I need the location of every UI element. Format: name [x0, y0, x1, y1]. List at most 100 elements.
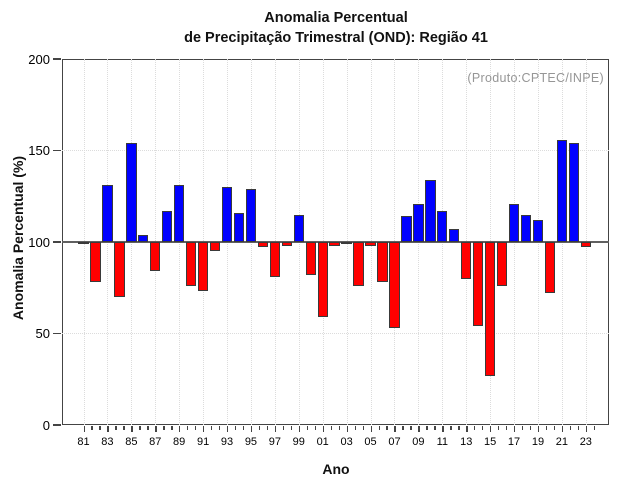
x-tick-minor — [458, 426, 460, 430]
bar-87 — [150, 242, 161, 272]
x-tick-minor — [522, 426, 524, 430]
bar-07 — [389, 242, 400, 328]
x-tick-label-05: 05 — [364, 436, 377, 448]
bar-08 — [401, 216, 412, 242]
x-tick-major-15 — [490, 426, 492, 432]
y-tick-label-200: 200 — [28, 51, 50, 67]
bar-05 — [365, 242, 376, 246]
x-tick-minor — [139, 426, 141, 430]
x-tick-minor — [195, 426, 197, 430]
y-tick-label-50: 50 — [35, 326, 50, 341]
bar-98 — [281, 242, 292, 246]
x-tick-minor — [553, 426, 556, 430]
y-tick-50 — [53, 332, 61, 335]
x-tick-minor — [593, 426, 596, 430]
x-tick-minor — [506, 426, 508, 430]
x-tick-major-83 — [107, 426, 109, 432]
x-tick-minor — [474, 426, 476, 430]
bar-91 — [197, 242, 209, 292]
y-tick-label-0: 0 — [42, 417, 50, 433]
x-tick-minor — [314, 426, 317, 430]
x-tick-minor — [354, 426, 356, 430]
bar-02 — [329, 242, 340, 246]
x-tick-minor — [569, 426, 572, 430]
x-tick-major-01 — [322, 426, 324, 432]
x-tick-minor — [386, 426, 388, 430]
x-axis-title: Ano — [322, 461, 350, 477]
x-tick-major-11 — [442, 426, 444, 432]
bar-01 — [317, 242, 328, 318]
bar-17 — [508, 203, 520, 242]
bar-13 — [461, 242, 472, 279]
product-annotation: (Produto:CPTEC/INPE) — [467, 71, 604, 85]
y-tick-100 — [53, 241, 61, 243]
x-tick-minor — [577, 426, 580, 430]
x-tick-major-09 — [418, 426, 420, 432]
chart-title-line1: Anomalia Percentual — [264, 10, 408, 26]
x-tick-label-11: 11 — [436, 436, 449, 448]
x-tick-major-13 — [466, 426, 468, 432]
x-tick-minor — [306, 426, 309, 430]
bar-15 — [484, 242, 496, 376]
x-tick-label-83: 83 — [101, 436, 114, 448]
x-tick-minor — [402, 426, 404, 430]
bar-03 — [341, 242, 352, 244]
x-tick-minor — [434, 426, 436, 430]
chart-title: Anomalia Percentual de Precipitação Trim… — [31, 8, 640, 48]
x-tick-minor — [282, 426, 285, 430]
x-tick-major-23 — [585, 426, 588, 432]
chart-title-line2: de Precipitação Trimestral (OND): Região… — [184, 30, 488, 46]
x-tick-major-17 — [514, 426, 516, 432]
x-tick-label-93: 93 — [220, 436, 234, 448]
x-tick-major-87 — [155, 426, 157, 432]
x-tick-label-89: 89 — [173, 436, 186, 448]
y-tick-0 — [53, 424, 61, 426]
bar-12 — [449, 229, 460, 242]
baseline-100 — [62, 241, 609, 243]
x-tick-label-13: 13 — [460, 436, 473, 448]
x-tick-minor — [530, 426, 532, 430]
x-tick-minor — [498, 426, 500, 430]
x-tick-major-89 — [179, 426, 181, 432]
x-tick-minor — [378, 426, 380, 430]
y-tick-200 — [53, 58, 61, 60]
x-tick-label-01: 01 — [316, 436, 329, 448]
x-tick-minor — [450, 426, 452, 430]
h-gridline-50 — [62, 333, 609, 334]
bar-85 — [126, 143, 137, 242]
x-tick-label-87: 87 — [149, 436, 162, 448]
bar-81 — [78, 242, 89, 244]
x-tick-label-91: 91 — [196, 436, 210, 448]
y-tick-150 — [53, 149, 61, 152]
bar-99 — [293, 214, 304, 242]
x-tick-minor — [266, 426, 269, 430]
x-tick-minor — [545, 426, 548, 430]
x-tick-minor — [99, 426, 101, 430]
x-tick-label-97: 97 — [268, 436, 281, 448]
bar-19 — [532, 220, 544, 242]
x-tick-major-07 — [394, 426, 396, 432]
x-tick-minor — [91, 426, 93, 430]
bar-86 — [138, 234, 149, 242]
x-tick-minor — [410, 426, 412, 430]
x-tick-minor — [290, 426, 293, 430]
x-tick-label-99: 99 — [292, 436, 305, 448]
x-tick-label-15: 15 — [484, 436, 497, 448]
bar-20 — [544, 242, 556, 294]
y-tick-label-100: 100 — [28, 234, 50, 250]
x-tick-label-07: 07 — [388, 436, 401, 448]
bar-21 — [556, 139, 568, 242]
bar-92 — [209, 242, 221, 252]
x-tick-major-95 — [250, 426, 253, 432]
bar-93 — [221, 187, 233, 242]
x-tick-minor — [147, 426, 149, 430]
bar-09 — [413, 203, 424, 242]
bar-84 — [114, 242, 125, 297]
bar-14 — [472, 242, 484, 327]
y-tick-label-150: 150 — [28, 143, 50, 158]
x-tick-major-85 — [131, 426, 133, 432]
bar-83 — [102, 185, 113, 242]
bar-00 — [305, 242, 316, 275]
x-tick-minor — [171, 426, 173, 430]
